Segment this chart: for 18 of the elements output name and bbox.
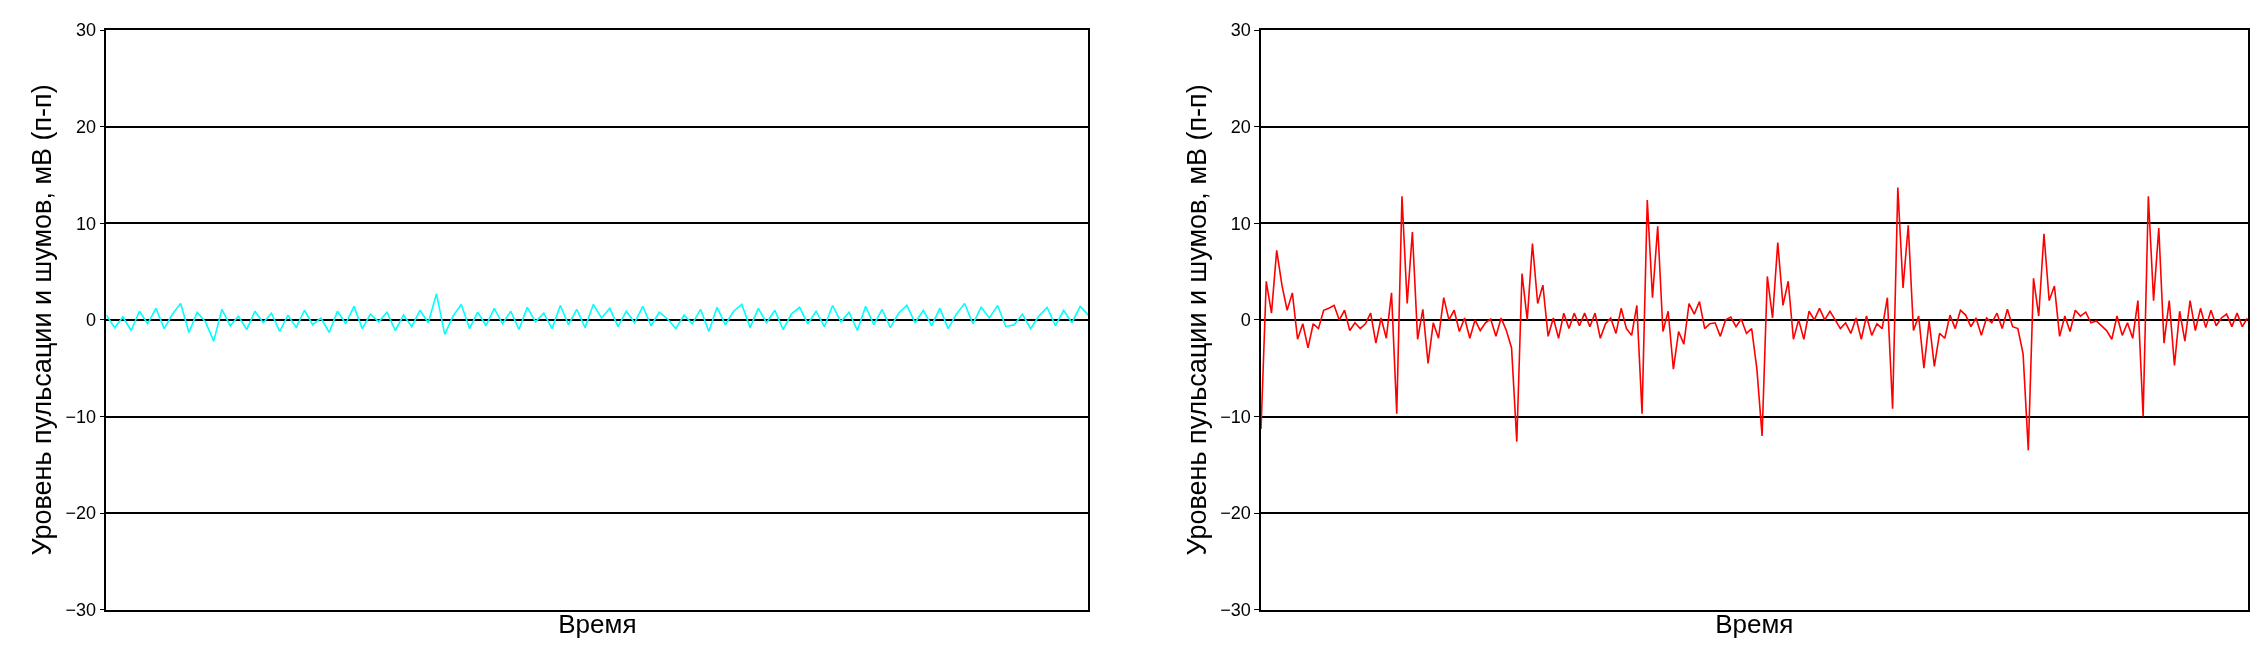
y-tick-label: 30 (76, 20, 97, 41)
x-axis-title: Время (558, 608, 637, 639)
y-tick-label: −20 (1220, 503, 1251, 524)
y-axis-title: Уровень пульсации и шумов, мВ (п-п) (27, 84, 58, 556)
y-tick-label: 0 (86, 310, 97, 331)
y-tick-label: −10 (1220, 406, 1251, 427)
y-tick-label: 20 (1230, 116, 1251, 137)
y-tick-label: −10 (65, 406, 97, 427)
x-axis-title: Время (1715, 608, 1794, 639)
y-tick-label: 0 (1240, 310, 1251, 331)
y-tick-label: −30 (1220, 600, 1251, 621)
y-axis-title: Уровень пульсации и шумов, мВ (п-п) (1181, 84, 1212, 556)
y-tick-label: 30 (1230, 20, 1251, 41)
y-tick-label: 10 (1230, 213, 1251, 234)
y-tick-label: 20 (76, 116, 97, 137)
y-tick-label: −20 (65, 503, 97, 524)
y-tick-label: −30 (65, 600, 97, 621)
y-tick-label: 10 (76, 213, 97, 234)
